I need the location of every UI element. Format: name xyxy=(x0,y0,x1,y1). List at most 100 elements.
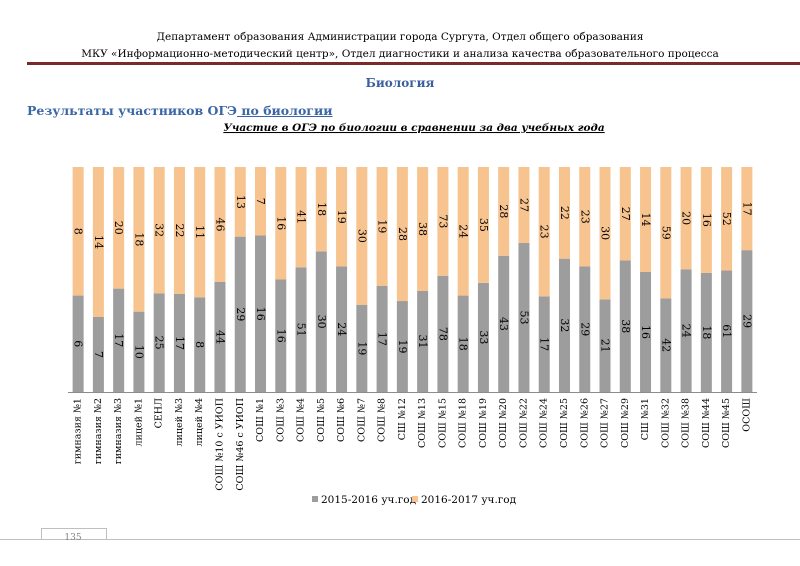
data-label-2015-2016: 19 xyxy=(396,340,409,354)
category-label: СОШ №8 xyxy=(377,398,388,442)
bar-2015-2016 xyxy=(721,270,733,392)
category-label: гимназия №2 xyxy=(93,398,104,464)
category-label: СОШ №32 xyxy=(660,398,671,448)
bar-2016-2017 xyxy=(396,167,408,302)
data-label-2016-2017: 14 xyxy=(92,235,105,249)
bar-2016-2017 xyxy=(741,167,753,251)
bar-2015-2016 xyxy=(741,250,753,392)
category-label: СЕНЛ xyxy=(154,398,165,428)
bar-2015-2016 xyxy=(417,290,429,392)
data-label-2015-2016: 17 xyxy=(173,336,186,350)
bar-2015-2016 xyxy=(518,242,530,392)
data-label-2016-2017: 46 xyxy=(213,218,226,232)
data-label-2016-2017: 23 xyxy=(538,225,551,239)
data-label-2016-2017: 30 xyxy=(355,229,368,243)
category-label: СОШ №1 xyxy=(255,398,266,442)
data-label-2015-2016: 53 xyxy=(517,310,530,324)
bar-2016-2017 xyxy=(72,167,84,296)
header-divider xyxy=(27,62,800,65)
bar-2015-2016 xyxy=(153,293,165,392)
bar-2015-2016 xyxy=(356,304,368,392)
data-label-2015-2016: 19 xyxy=(355,341,368,355)
data-label-2016-2017: 38 xyxy=(416,222,429,236)
bar-2016-2017 xyxy=(376,167,388,286)
bar-2015-2016 xyxy=(477,282,489,392)
bar-2016-2017 xyxy=(680,167,692,270)
bar-2016-2017 xyxy=(173,167,185,294)
bar-2015-2016 xyxy=(599,299,611,392)
bar-2015-2016 xyxy=(315,251,327,392)
data-label-2015-2016: 61 xyxy=(720,324,733,338)
data-label-2016-2017: 35 xyxy=(477,218,490,232)
data-label-2015-2016: 38 xyxy=(619,319,632,333)
category-label: лицей №3 xyxy=(174,398,185,446)
bar-2015-2016 xyxy=(194,297,206,392)
data-label-2016-2017: 22 xyxy=(173,223,186,237)
data-label-2016-2017: 7 xyxy=(254,198,267,205)
data-label-2015-2016: 17 xyxy=(376,332,389,346)
header-line-2: МКУ «Информационно-методический центр», … xyxy=(81,48,719,60)
category-label: СОШ №22 xyxy=(518,398,529,448)
bar-2016-2017 xyxy=(700,167,712,273)
bar-2015-2016 xyxy=(538,296,550,392)
chart-title: Участие в ОГЭ по биологии в сравнении за… xyxy=(223,122,605,134)
data-label-2015-2016: 25 xyxy=(153,336,166,350)
category-label: СОШ №20 xyxy=(498,398,509,448)
bar-2016-2017 xyxy=(234,167,246,237)
data-label-2016-2017: 18 xyxy=(132,232,145,246)
bar-2016-2017 xyxy=(721,167,733,271)
data-label-2016-2017: 73 xyxy=(436,214,449,228)
bar-2016-2017 xyxy=(558,167,570,259)
header-line-1: Департамент образования Администрации го… xyxy=(156,31,644,43)
bar-2015-2016 xyxy=(72,295,84,392)
data-label-2015-2016: 31 xyxy=(416,334,429,348)
category-label: СОШ №46 с УИОП xyxy=(235,398,246,491)
category-label: СШ №12 xyxy=(397,398,408,440)
bar-2016-2017 xyxy=(295,167,307,268)
bar-2016-2017 xyxy=(599,167,611,300)
data-label-2015-2016: 30 xyxy=(315,315,328,329)
category-label: ОСОШ xyxy=(741,398,752,432)
data-label-2016-2017: 28 xyxy=(396,227,409,241)
bar-2016-2017 xyxy=(255,167,267,236)
bar-2015-2016 xyxy=(700,272,712,392)
bar-2016-2017 xyxy=(315,167,327,252)
bar-2016-2017 xyxy=(457,167,469,296)
bar-2015-2016 xyxy=(640,272,652,392)
data-label-2015-2016: 18 xyxy=(700,325,713,339)
data-label-2015-2016: 44 xyxy=(213,330,226,344)
data-label-2016-2017: 28 xyxy=(497,204,510,218)
category-label: СОШ №5 xyxy=(316,398,327,442)
bar-2016-2017 xyxy=(214,167,226,282)
bar-2015-2016 xyxy=(336,266,348,392)
category-label: СОШ №3 xyxy=(275,398,286,442)
bar-2016-2017 xyxy=(538,167,550,297)
category-label: СОШ №4 xyxy=(296,398,307,442)
bar-2015-2016 xyxy=(214,282,226,392)
data-label-2016-2017: 17 xyxy=(740,202,753,216)
bar-2015-2016 xyxy=(173,293,185,392)
bar-2016-2017 xyxy=(113,167,125,289)
bar-2015-2016 xyxy=(498,255,510,392)
data-label-2015-2016: 29 xyxy=(234,307,247,321)
section-heading-link[interactable]: по биологии xyxy=(237,103,333,118)
data-label-2016-2017: 41 xyxy=(295,210,308,224)
category-label: СШ №31 xyxy=(640,398,651,440)
bar-2015-2016 xyxy=(579,266,591,392)
category-label: гимназия №1 xyxy=(73,398,84,464)
category-label: СОШ №7 xyxy=(356,398,367,442)
category-label: СОШ №24 xyxy=(539,398,550,448)
bar-2015-2016 xyxy=(457,295,469,392)
category-label: СОШ №38 xyxy=(681,398,692,448)
bar-2016-2017 xyxy=(498,167,510,256)
bar-2016-2017 xyxy=(660,167,672,299)
category-label: гимназия №3 xyxy=(113,398,124,464)
data-label-2016-2017: 32 xyxy=(153,223,166,237)
data-label-2016-2017: 27 xyxy=(619,207,632,221)
bar-2015-2016 xyxy=(92,317,104,392)
data-label-2015-2016: 51 xyxy=(295,323,308,337)
data-label-2015-2016: 29 xyxy=(578,322,591,336)
bar-2016-2017 xyxy=(336,167,348,267)
data-label-2015-2016: 21 xyxy=(599,339,612,353)
data-label-2016-2017: 16 xyxy=(274,216,287,230)
